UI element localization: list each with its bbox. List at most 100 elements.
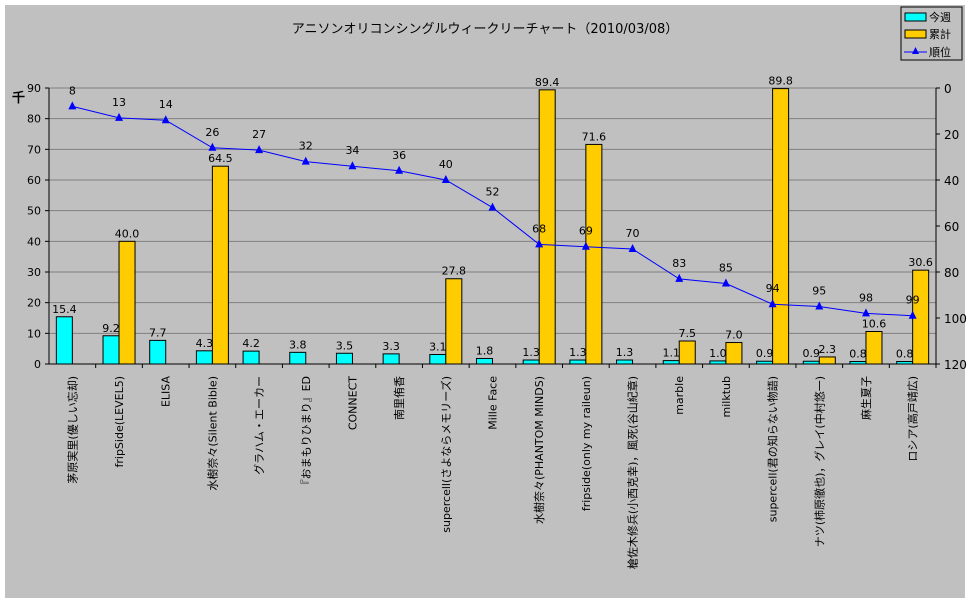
rank-marker [535,239,544,248]
bar-cumulative [865,330,883,365]
rank-marker [721,278,730,287]
x-tick-label: 南里侑香 [393,376,406,420]
x-tick-label: fripside(only my raileun) [580,376,593,511]
data-label-weekly: 4.3 [196,337,214,350]
legend-swatch-weekly [904,12,927,22]
y-tick-label: 90 [27,82,41,95]
bar-cumulative [678,340,696,365]
bar-weekly [242,350,260,365]
data-label-weekly: 0.9 [803,347,821,360]
data-label-rank: 98 [859,291,873,304]
y2-tick-label: 120 [944,358,967,372]
y2-tick-label: 60 [944,220,959,234]
legend-marker-rank [912,47,919,54]
bar-cumulative [818,356,836,365]
data-label-rank: 85 [719,262,733,275]
y2-tick-label: 100 [944,312,967,326]
rank-marker [488,202,497,211]
data-label-weekly: 1.0 [709,347,727,360]
y-tick-label: 10 [27,327,41,340]
data-label-cumulative: 40.0 [115,227,140,240]
rank-marker [628,244,637,252]
data-label-rank: 69 [579,225,593,238]
y-tick-label: 30 [27,266,41,279]
data-label-weekly: 0.9 [756,347,774,360]
legend-label-rank: 順位 [929,45,951,59]
data-label-cumulative: 27.8 [442,265,467,278]
x-tick-label: Mille Face [487,376,500,430]
bar-weekly [149,339,167,365]
bar-cumulative [211,165,229,365]
data-label-rank: 34 [345,144,359,157]
bar-cumulative [772,88,790,365]
data-label-weekly: 0.8 [896,348,914,361]
data-label-rank: 94 [766,282,780,295]
bar-weekly [289,351,307,365]
x-tick-label: milktub [720,376,733,417]
y-tick-label: 40 [27,235,41,248]
bar-weekly [102,335,120,365]
rank-marker [768,299,777,308]
x-tick-label: supercell(さよならメモリーズ) [439,376,453,533]
y-tick-label: 70 [27,143,41,156]
x-tick-label: 麻生夏子 [859,376,873,420]
bar-weekly [756,360,774,365]
legend-swatch-cumulative [904,29,927,39]
chart-title: アニソンオリコンシングルウィークリーチャート（2010/03/08） [292,22,679,37]
rank-marker [68,101,77,110]
data-label-cumulative: 89.4 [535,76,560,89]
bar-weekly [709,360,727,365]
data-label-cumulative: 30.6 [908,256,933,269]
rank-marker [208,142,217,151]
data-label-weekly: 1.8 [476,344,494,357]
rank-marker [255,145,264,154]
x-tick-label: 茅原実里(優しい忘却) [65,376,79,484]
data-label-rank: 52 [486,186,500,199]
bar-cumulative [585,143,603,365]
y2-tick-label: 80 [944,266,959,280]
bar-cumulative [538,89,556,365]
bar-weekly [662,360,680,365]
x-tick-label: ロシア(高戸靖広) [906,376,920,462]
bar-weekly [802,360,820,365]
data-label-cumulative: 2.3 [819,343,837,356]
data-label-rank: 27 [252,128,266,141]
bar-weekly [55,316,73,365]
data-label-cumulative: 10.6 [862,317,887,330]
legend-label-cumulative: 累計 [929,27,951,41]
data-label-weekly: 3.3 [382,340,400,353]
rank-marker [301,156,310,165]
bar-cumulative [725,342,743,365]
data-label-weekly: 1.3 [569,346,587,359]
x-tick-label: marble [673,376,686,415]
x-tick-label: グラハム・エーカー [252,376,266,475]
data-label-rank: 83 [672,257,686,270]
bar-weekly [849,361,867,365]
data-label-cumulative: 7.5 [678,327,696,340]
rank-marker [348,161,357,170]
data-label-rank: 8 [69,84,76,97]
bar-cumulative [445,278,463,365]
data-label-rank: 32 [299,140,313,153]
legend-label-weekly: 今週 [929,10,951,24]
y-tick-label: 80 [27,113,41,126]
x-tick-label: 槍佐木修兵(小西克幸)，風死(谷山紀章) [626,376,640,569]
y-tick-label: 50 [27,205,41,218]
data-label-rank: 26 [205,126,219,139]
rank-marker [581,241,590,250]
y2-tick-label: 0 [944,82,952,96]
bar-weekly [382,353,400,365]
data-label-rank: 68 [532,222,546,235]
rank-marker [861,308,870,317]
rank-marker [908,310,917,319]
rank-marker [441,175,450,183]
data-label-weekly: 9.2 [102,322,120,335]
data-label-weekly: 1.3 [522,346,540,359]
rank-marker [675,273,684,282]
data-label-rank: 99 [906,294,920,307]
rank-marker [395,165,404,174]
data-label-cumulative: 64.5 [208,152,233,165]
x-tick-label: ELISA [160,376,173,408]
rank-marker [115,112,124,121]
bar-weekly [476,357,493,365]
